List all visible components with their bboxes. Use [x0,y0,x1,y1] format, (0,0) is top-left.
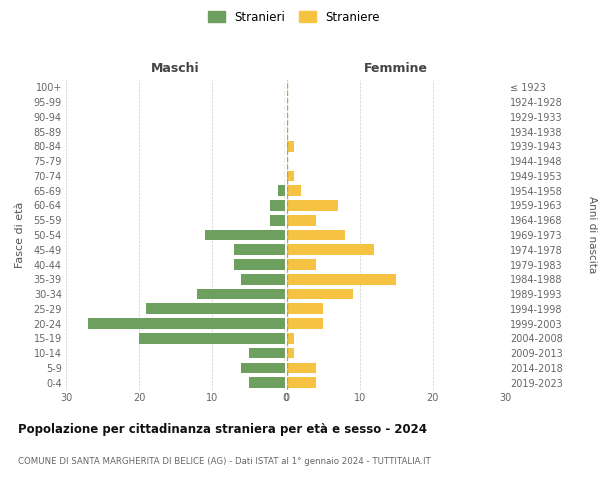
Bar [205,230,285,240]
Bar [287,378,316,388]
Bar [287,362,316,373]
Bar [88,318,285,329]
Bar [287,186,301,196]
Bar [146,304,285,314]
Bar [278,186,285,196]
Bar [271,215,285,226]
Bar [287,259,316,270]
Bar [287,348,294,358]
Bar [241,274,285,284]
Y-axis label: Fasce di età: Fasce di età [15,202,25,268]
Bar [197,288,285,300]
Bar [241,362,285,373]
Text: Anni di nascita: Anni di nascita [587,196,597,274]
Bar [287,333,294,344]
Title: Femmine: Femmine [364,62,428,74]
Bar [287,200,338,211]
Bar [271,200,285,211]
Bar [287,288,353,300]
Bar [287,141,294,152]
Bar [234,259,285,270]
Bar [287,244,374,255]
Bar [234,244,285,255]
Bar [248,348,285,358]
Bar [287,304,323,314]
Bar [287,170,294,181]
Bar [287,318,323,329]
Bar [248,378,285,388]
Legend: Stranieri, Straniere: Stranieri, Straniere [203,6,385,28]
Title: Maschi: Maschi [151,62,200,74]
Bar [287,274,396,284]
Text: Popolazione per cittadinanza straniera per età e sesso - 2024: Popolazione per cittadinanza straniera p… [18,422,427,436]
Bar [287,215,316,226]
Bar [287,230,345,240]
Bar [139,333,285,344]
Text: COMUNE DI SANTA MARGHERITA DI BELICE (AG) - Dati ISTAT al 1° gennaio 2024 - TUTT: COMUNE DI SANTA MARGHERITA DI BELICE (AG… [18,458,431,466]
